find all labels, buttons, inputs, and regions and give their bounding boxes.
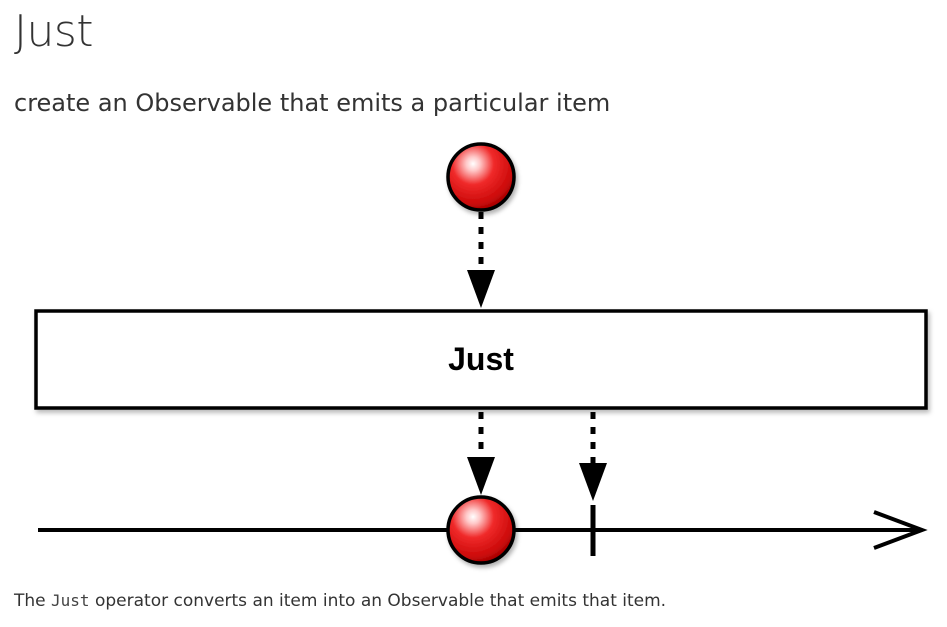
- completion-emission-arrow: [579, 412, 607, 501]
- input-item-marble: [446, 142, 516, 212]
- page-title: Just: [14, 6, 94, 57]
- description-prefix: The: [14, 591, 52, 611]
- marble-diagram: Just: [34, 142, 928, 565]
- description-code: Just: [51, 591, 90, 610]
- description-text: The Just operator converts an item into …: [14, 588, 666, 614]
- operator-label: Just: [448, 341, 514, 377]
- description-suffix: operator converts an item into an Observ…: [89, 591, 667, 611]
- input-emission-arrow: [467, 212, 495, 308]
- output-item-marble: [446, 495, 516, 565]
- page-subtitle: create an Observable that emits a partic…: [14, 89, 611, 117]
- output-emission-arrow: [467, 412, 495, 495]
- operator-box: Just: [34, 309, 928, 410]
